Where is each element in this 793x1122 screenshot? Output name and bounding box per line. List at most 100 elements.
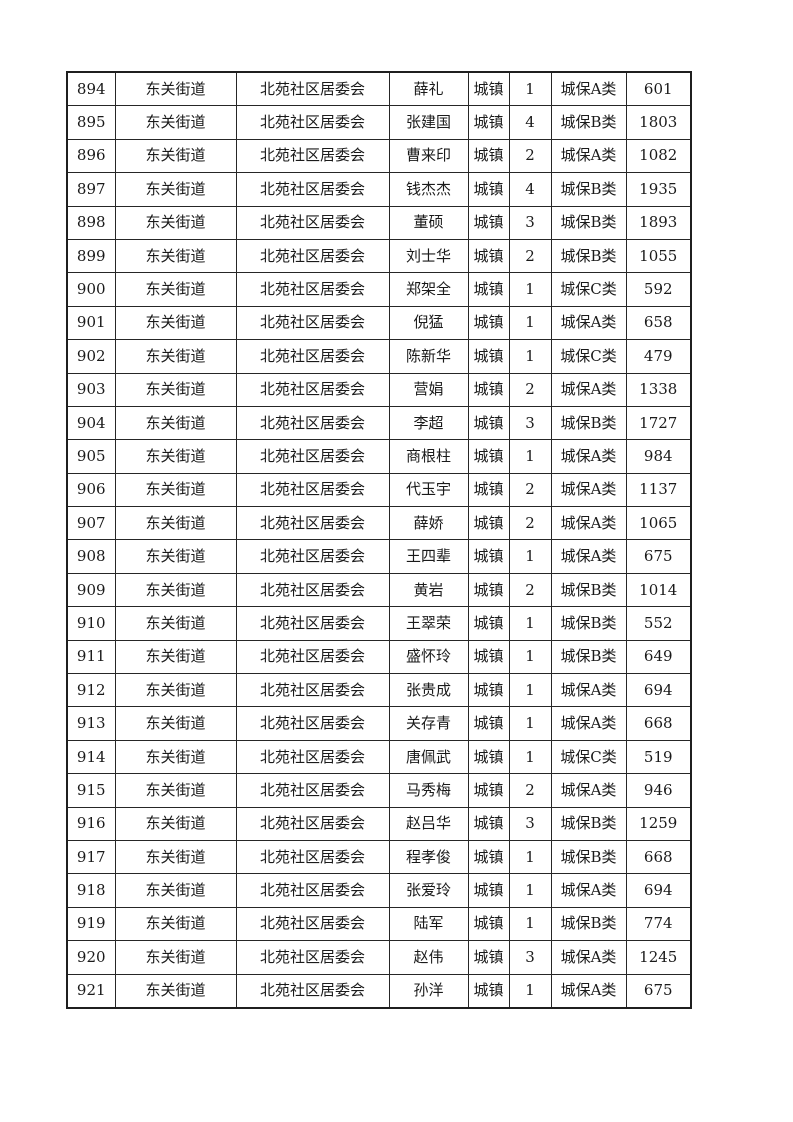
table-cell: 902 xyxy=(66,339,116,374)
table-cell: 倪猛 xyxy=(388,305,469,341)
table-cell: 城保A类 xyxy=(550,138,627,174)
table-cell: 城镇 xyxy=(467,606,510,641)
table-cell: 921 xyxy=(66,973,116,1009)
table-cell: 1 xyxy=(508,973,552,1009)
table-cell: 张建国 xyxy=(388,105,469,140)
table-cell: 东关街道 xyxy=(114,706,237,741)
table-cell: 东关街道 xyxy=(114,806,237,841)
table-cell: 董硕 xyxy=(388,205,469,240)
table-cell: 895 xyxy=(66,105,116,140)
table-cell: 孙洋 xyxy=(388,973,469,1009)
table-cell: 2 xyxy=(508,506,552,541)
table-cell: 城保A类 xyxy=(550,706,627,741)
table-cell: 营娟 xyxy=(388,372,469,407)
table-cell: 城镇 xyxy=(467,105,510,140)
table-cell: 1 xyxy=(508,71,552,107)
table-cell: 916 xyxy=(66,806,116,841)
table-cell: 北苑社区居委会 xyxy=(235,439,390,474)
table-cell: 城保B类 xyxy=(550,906,627,942)
table-row: 905 东关街道 北苑社区居委会 商根柱 城镇 1 城保A类 984 xyxy=(66,439,692,474)
table-cell: 城镇 xyxy=(467,539,510,574)
table-cell: 东关街道 xyxy=(114,639,237,675)
table-cell: 东关街道 xyxy=(114,472,237,508)
table-cell: 2 xyxy=(508,773,552,808)
table-cell: 北苑社区居委会 xyxy=(235,639,390,675)
table-cell: 北苑社区居委会 xyxy=(235,372,390,407)
table-cell: 1 xyxy=(508,539,552,574)
table-cell: 2 xyxy=(508,372,552,407)
table-cell: 城保A类 xyxy=(550,305,627,341)
table-cell: 城保A类 xyxy=(550,940,627,975)
table-cell: 城镇 xyxy=(467,739,510,775)
table-cell: 913 xyxy=(66,706,116,741)
table-row: 911 东关街道 北苑社区居委会 盛怀玲 城镇 1 城保B类 649 xyxy=(66,639,692,675)
table-cell: 东关街道 xyxy=(114,673,237,708)
table-cell: 城镇 xyxy=(467,706,510,741)
table-cell: 北苑社区居委会 xyxy=(235,506,390,541)
table-cell: 北苑社区居委会 xyxy=(235,606,390,641)
table-cell: 668 xyxy=(625,706,692,741)
table-cell: 北苑社区居委会 xyxy=(235,472,390,508)
table-cell: 984 xyxy=(625,439,692,474)
table-cell: 东关街道 xyxy=(114,973,237,1009)
table-cell: 张贵成 xyxy=(388,673,469,708)
table-cell: 694 xyxy=(625,673,692,708)
table-cell: 1 xyxy=(508,906,552,942)
table-cell: 2 xyxy=(508,138,552,174)
table-cell: 城保B类 xyxy=(550,572,627,608)
table-cell: 774 xyxy=(625,906,692,942)
table-cell: 894 xyxy=(66,71,116,107)
table-cell: 1 xyxy=(508,673,552,708)
table-row: 917 东关街道 北苑社区居委会 程孝俊 城镇 1 城保B类 668 xyxy=(66,839,692,875)
table-cell: 北苑社区居委会 xyxy=(235,272,390,307)
table-cell: 薛娇 xyxy=(388,506,469,541)
table-cell: 东关街道 xyxy=(114,405,237,441)
table-cell: 东关街道 xyxy=(114,305,237,341)
table-row: 897 东关街道 北苑社区居委会 钱杰杰 城镇 4 城保B类 1935 xyxy=(66,172,692,207)
table-cell: 北苑社区居委会 xyxy=(235,873,390,908)
table-cell: 郑架全 xyxy=(388,272,469,307)
table-cell: 东关街道 xyxy=(114,839,237,875)
table-cell: 909 xyxy=(66,572,116,608)
table-cell: 1137 xyxy=(625,472,692,508)
table-row: 906 东关街道 北苑社区居委会 代玉宇 城镇 2 城保A类 1137 xyxy=(66,472,692,508)
table-cell: 906 xyxy=(66,472,116,508)
table-row: 919 东关街道 北苑社区居委会 陆军 城镇 1 城保B类 774 xyxy=(66,906,692,942)
table-cell: 东关街道 xyxy=(114,773,237,808)
table-cell: 陆军 xyxy=(388,906,469,942)
table-cell: 城镇 xyxy=(467,172,510,207)
table-cell: 城镇 xyxy=(467,806,510,841)
table-cell: 912 xyxy=(66,673,116,708)
table-cell: 代玉宇 xyxy=(388,472,469,508)
table-cell: 519 xyxy=(625,739,692,775)
table-row: 920 东关街道 北苑社区居委会 赵伟 城镇 3 城保A类 1245 xyxy=(66,940,692,975)
table-row: 895 东关街道 北苑社区居委会 张建国 城镇 4 城保B类 1803 xyxy=(66,105,692,140)
table-cell: 王四辈 xyxy=(388,539,469,574)
table-row: 902 东关街道 北苑社区居委会 陈新华 城镇 1 城保C类 479 xyxy=(66,339,692,374)
table-cell: 592 xyxy=(625,272,692,307)
table-row: 900 东关街道 北苑社区居委会 郑架全 城镇 1 城保C类 592 xyxy=(66,272,692,307)
table-row: 901 东关街道 北苑社区居委会 倪猛 城镇 1 城保A类 658 xyxy=(66,305,692,341)
table-row: 898 东关街道 北苑社区居委会 董硕 城镇 3 城保B类 1893 xyxy=(66,205,692,240)
table-cell: 2 xyxy=(508,238,552,274)
table-cell: 城镇 xyxy=(467,272,510,307)
table-cell: 1 xyxy=(508,873,552,908)
table-cell: 东关街道 xyxy=(114,572,237,608)
table-cell: 896 xyxy=(66,138,116,174)
table-cell: 薛礼 xyxy=(388,71,469,107)
table-cell: 1 xyxy=(508,639,552,675)
table-cell: 552 xyxy=(625,606,692,641)
table-cell: 城保B类 xyxy=(550,839,627,875)
table-cell: 1 xyxy=(508,739,552,775)
table-row: 894 东关街道 北苑社区居委会 薛礼 城镇 1 城保A类 601 xyxy=(66,71,692,107)
table-cell: 北苑社区居委会 xyxy=(235,172,390,207)
table-cell: 曹来印 xyxy=(388,138,469,174)
table-cell: 908 xyxy=(66,539,116,574)
table-cell: 王翠荣 xyxy=(388,606,469,641)
table-row: 903 东关街道 北苑社区居委会 营娟 城镇 2 城保A类 1338 xyxy=(66,372,692,407)
table-cell: 城镇 xyxy=(467,773,510,808)
table-cell: 城保A类 xyxy=(550,773,627,808)
table-cell: 北苑社区居委会 xyxy=(235,539,390,574)
table-cell: 城镇 xyxy=(467,138,510,174)
table-cell: 1 xyxy=(508,839,552,875)
